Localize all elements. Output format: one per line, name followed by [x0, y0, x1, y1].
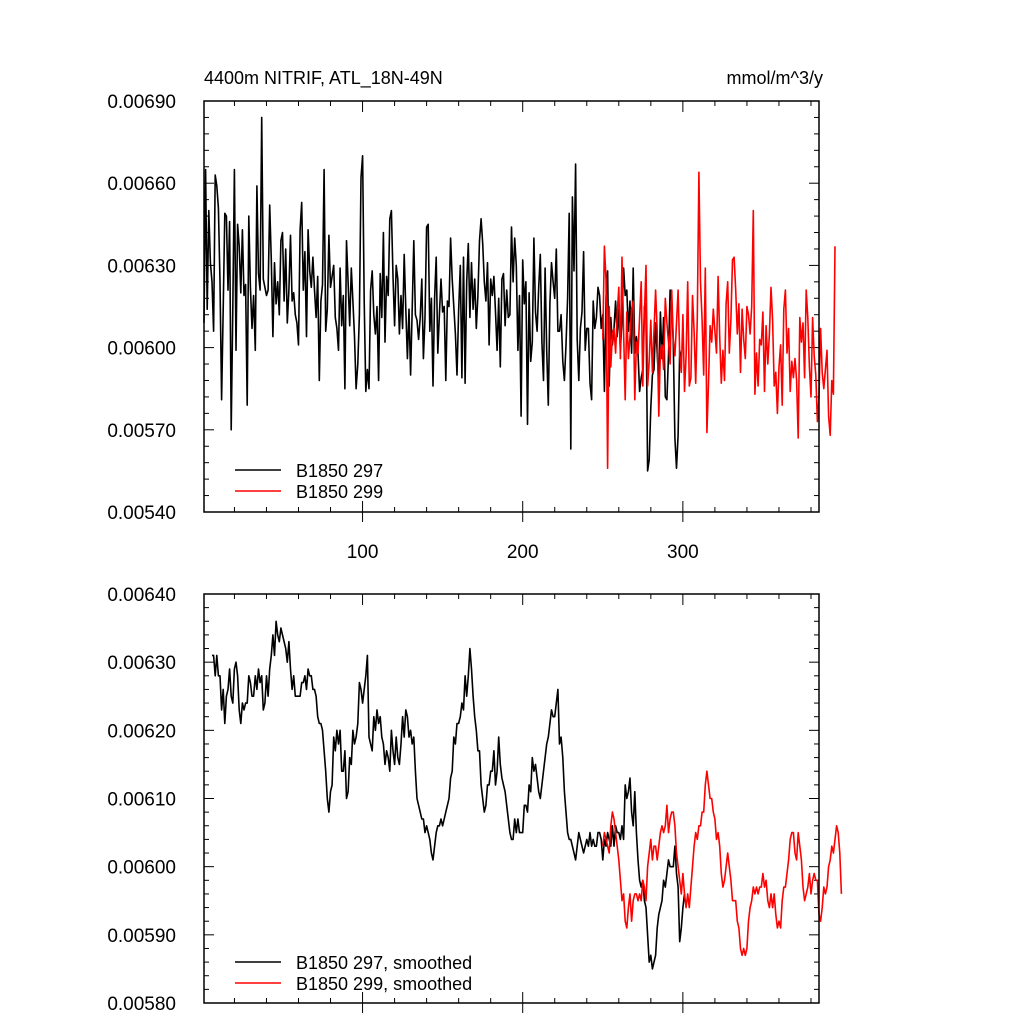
- x-tick-label: 100: [347, 542, 379, 563]
- bottom-legend: B1850 297, smoothed B1850 299, smoothed: [235, 953, 472, 994]
- legend-label-b1850-297-smoothed: B1850 297, smoothed: [296, 953, 472, 973]
- bottom-y-tick-labels: 0.00580 0.00590 0.00600 0.00610 0.00620 0.006…: [107, 585, 176, 1015]
- top-axis-ticks: [204, 100, 819, 522]
- y-tick-label: 0.00610: [107, 790, 176, 811]
- y-tick-label: 0.00690: [107, 92, 176, 113]
- y-tick-label: 0.00630: [107, 256, 176, 277]
- top-chart-units: mmol/m^3/y: [727, 68, 823, 88]
- y-tick-label: 0.00620: [107, 721, 176, 742]
- series-line-b1850-299-smoothed: [602, 770, 843, 957]
- top-x-tick-labels: 100 200 300: [347, 542, 699, 563]
- top-plot-frame: [203, 100, 820, 513]
- top-chart-title: 4400m NITRIF, ATL_18N-49N: [204, 68, 443, 89]
- legend-label-b1850-299-smoothed: B1850 299, smoothed: [296, 974, 472, 994]
- bottom-axis-ticks: [204, 593, 819, 1013]
- top-y-tick-labels: 0.00540 0.00570 0.00600 0.00630 0.00660 0.006…: [107, 92, 176, 524]
- y-tick-label: 0.00600: [107, 858, 176, 879]
- series-line-b1850-297: [203, 116, 683, 472]
- y-tick-label: 0.00540: [107, 503, 176, 524]
- series-line-b1850-297-smoothed: [212, 620, 686, 970]
- top-panel: 4400m NITRIF, ATL_18N-49N mmol/m^3/y 0.0…: [107, 68, 836, 563]
- top-series-group: [203, 116, 836, 472]
- legend-label-b1850-297: B1850 297: [296, 461, 383, 481]
- x-tick-label: 200: [507, 542, 539, 563]
- y-tick-label: 0.00600: [107, 339, 176, 360]
- y-tick-label: 0.00580: [107, 994, 176, 1015]
- bottom-panel: 0.00580 0.00590 0.00600 0.00610 0.00620 0.006…: [107, 585, 843, 1015]
- top-legend: B1850 297 B1850 299: [235, 461, 383, 502]
- legend-label-b1850-299: B1850 299: [296, 482, 383, 502]
- y-tick-label: 0.00640: [107, 585, 176, 606]
- y-tick-label: 0.00660: [107, 174, 176, 195]
- y-tick-label: 0.00570: [107, 421, 176, 442]
- series-line-b1850-299: [602, 171, 836, 470]
- y-tick-label: 0.00590: [107, 926, 176, 947]
- x-tick-label: 300: [667, 542, 699, 563]
- y-tick-label: 0.00630: [107, 653, 176, 674]
- bottom-series-group: [212, 620, 843, 970]
- bottom-plot-frame: [203, 593, 820, 1004]
